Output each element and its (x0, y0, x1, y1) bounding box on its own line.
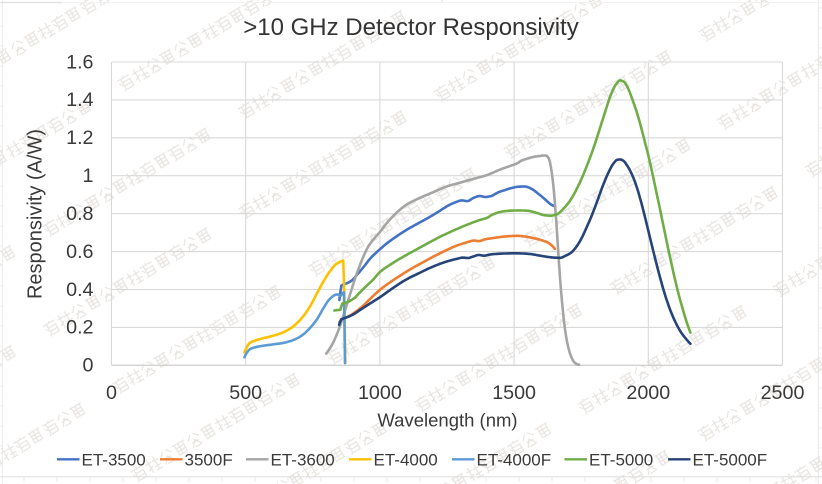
svg-text:ET-4000: ET-4000 (374, 451, 438, 470)
svg-text:1000: 1000 (358, 382, 402, 404)
svg-text:ET-3500: ET-3500 (82, 451, 146, 470)
svg-text:0: 0 (83, 355, 94, 377)
svg-text:500: 500 (229, 382, 262, 404)
svg-text:1.6: 1.6 (66, 51, 93, 73)
svg-text:2500: 2500 (761, 382, 805, 404)
svg-text:ET-5000: ET-5000 (589, 451, 653, 470)
svg-text:>10 GHz Detector Responsivity: >10 GHz Detector Responsivity (243, 14, 578, 41)
svg-text:1.2: 1.2 (66, 127, 93, 149)
svg-text:2000: 2000 (626, 382, 670, 404)
svg-text:0.4: 0.4 (66, 279, 93, 301)
svg-text:1: 1 (83, 165, 94, 187)
svg-text:1.4: 1.4 (66, 89, 93, 111)
svg-text:1500: 1500 (492, 382, 536, 404)
svg-text:Responsivity (A/W): Responsivity (A/W) (25, 129, 47, 299)
svg-text:0.2: 0.2 (66, 317, 93, 339)
svg-text:ET-5000F: ET-5000F (693, 451, 768, 470)
svg-text:ET-3600: ET-3600 (271, 451, 335, 470)
svg-text:0.8: 0.8 (66, 203, 93, 225)
svg-text:0.6: 0.6 (66, 241, 93, 263)
svg-text:Wavelength (nm): Wavelength (nm) (377, 409, 517, 430)
svg-text:ET-4000F: ET-4000F (477, 451, 552, 470)
svg-text:3500F: 3500F (185, 451, 233, 470)
svg-text:0: 0 (106, 382, 117, 404)
